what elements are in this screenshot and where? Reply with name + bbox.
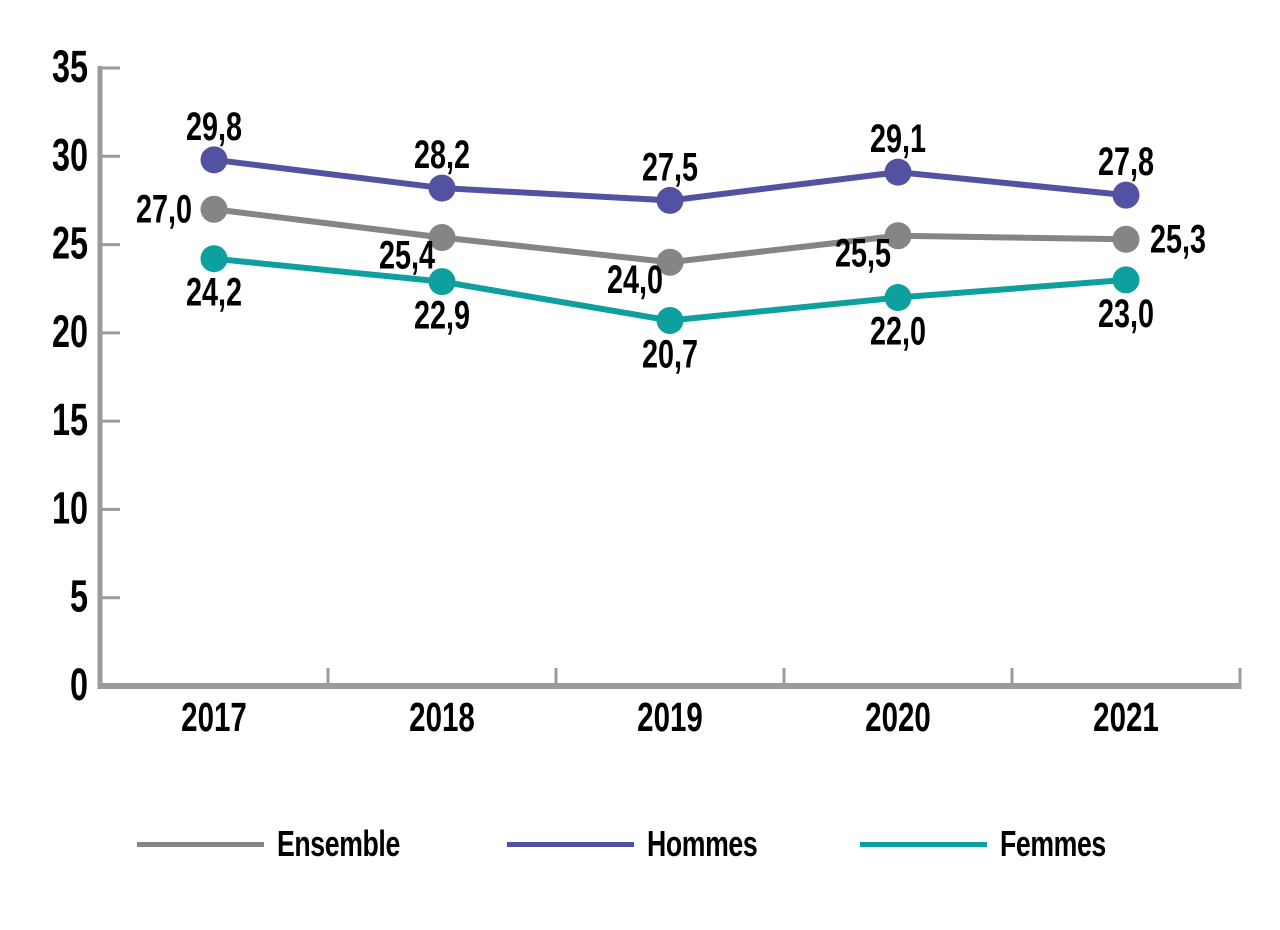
data-point [884,158,912,186]
y-tick-label: 5 [70,573,88,622]
y-tick-label: 0 [70,661,88,710]
svg-text:30: 30 [52,131,88,180]
data-point [428,268,456,296]
data-label: 25,5 [835,231,891,276]
svg-text:20: 20 [52,308,88,357]
x-tick-label: 2019 [637,694,703,740]
svg-text:25: 25 [52,220,88,269]
data-label: 23,0 [1098,291,1154,336]
y-tick-label: 15 [52,396,88,445]
svg-text:2017: 2017 [181,694,247,740]
svg-text:25,4: 25,4 [379,233,436,278]
data-label: 24,0 [607,258,663,303]
svg-text:10: 10 [52,484,88,533]
svg-text:35: 35 [52,43,88,92]
svg-text:22,0: 22,0 [870,309,926,354]
legend-item-ensemble: Ensemble [136,823,443,865]
data-label: 29,8 [186,104,242,149]
legend-label-hommes: Hommes [646,823,758,864]
svg-text:0: 0 [70,661,88,710]
svg-text:2020: 2020 [865,694,931,740]
svg-text:27,5: 27,5 [642,145,698,190]
y-tick-label: 25 [52,220,88,269]
svg-text:24,0: 24,0 [607,258,663,303]
data-point [200,245,228,273]
data-point [656,306,684,334]
svg-text:29,1: 29,1 [870,117,926,162]
y-tick-label: 30 [52,131,88,180]
svg-text:2018: 2018 [409,694,475,740]
data-label: 29,1 [870,117,926,162]
legend-label-femmes: Femmes [1000,823,1106,864]
data-label: 27,0 [136,187,192,232]
legend-swatch-hommes [506,841,634,847]
data-point [428,224,456,252]
legend-label-ensemble: Ensemble [276,823,400,864]
data-point [1112,225,1140,253]
svg-text:28,2: 28,2 [414,132,470,177]
svg-text:23,0: 23,0 [1098,291,1154,336]
x-tick-label: 2017 [181,694,247,740]
svg-text:2019: 2019 [637,694,703,740]
svg-text:27,0: 27,0 [136,187,192,232]
legend-swatch-femmes [860,841,988,847]
x-tick-label: 2021 [1093,694,1159,740]
legend-item-hommes: Hommes [506,823,796,865]
data-point [884,222,912,250]
svg-text:22,9: 22,9 [414,293,470,338]
data-label: 27,8 [1098,140,1154,185]
data-label: 20,7 [642,332,698,377]
svg-text:25,5: 25,5 [835,231,891,276]
y-tick-label: 10 [52,484,88,533]
data-point [200,195,228,223]
data-label: 28,2 [414,132,470,177]
data-point [884,284,912,312]
legend-item-femmes: Femmes [860,823,1143,865]
svg-text:20,7: 20,7 [642,332,698,377]
data-label: 25,4 [379,233,436,278]
data-point [428,174,456,202]
svg-text:2021: 2021 [1093,694,1159,740]
svg-text:5: 5 [70,573,88,622]
svg-text:27,8: 27,8 [1098,140,1154,185]
y-tick-label: 20 [52,308,88,357]
y-tick-label: 35 [52,43,88,92]
data-label: 25,3 [1150,217,1206,262]
data-label: 27,5 [642,145,698,190]
svg-text:24,2: 24,2 [186,270,242,315]
data-point [656,186,684,214]
x-tick-label: 2018 [409,694,475,740]
data-label: 22,0 [870,309,926,354]
svg-text:15: 15 [52,396,88,445]
data-point [1112,181,1140,209]
legend-swatch-ensemble [136,841,264,847]
data-label: 24,2 [186,270,242,315]
data-point [1112,266,1140,294]
data-label: 22,9 [414,293,470,338]
data-point [656,248,684,276]
chart-legend: Ensemble Hommes Femmes [0,820,1280,868]
data-point [200,146,228,174]
svg-text:29,8: 29,8 [186,104,242,149]
svg-text:25,3: 25,3 [1150,217,1206,262]
x-tick-label: 2020 [865,694,931,740]
